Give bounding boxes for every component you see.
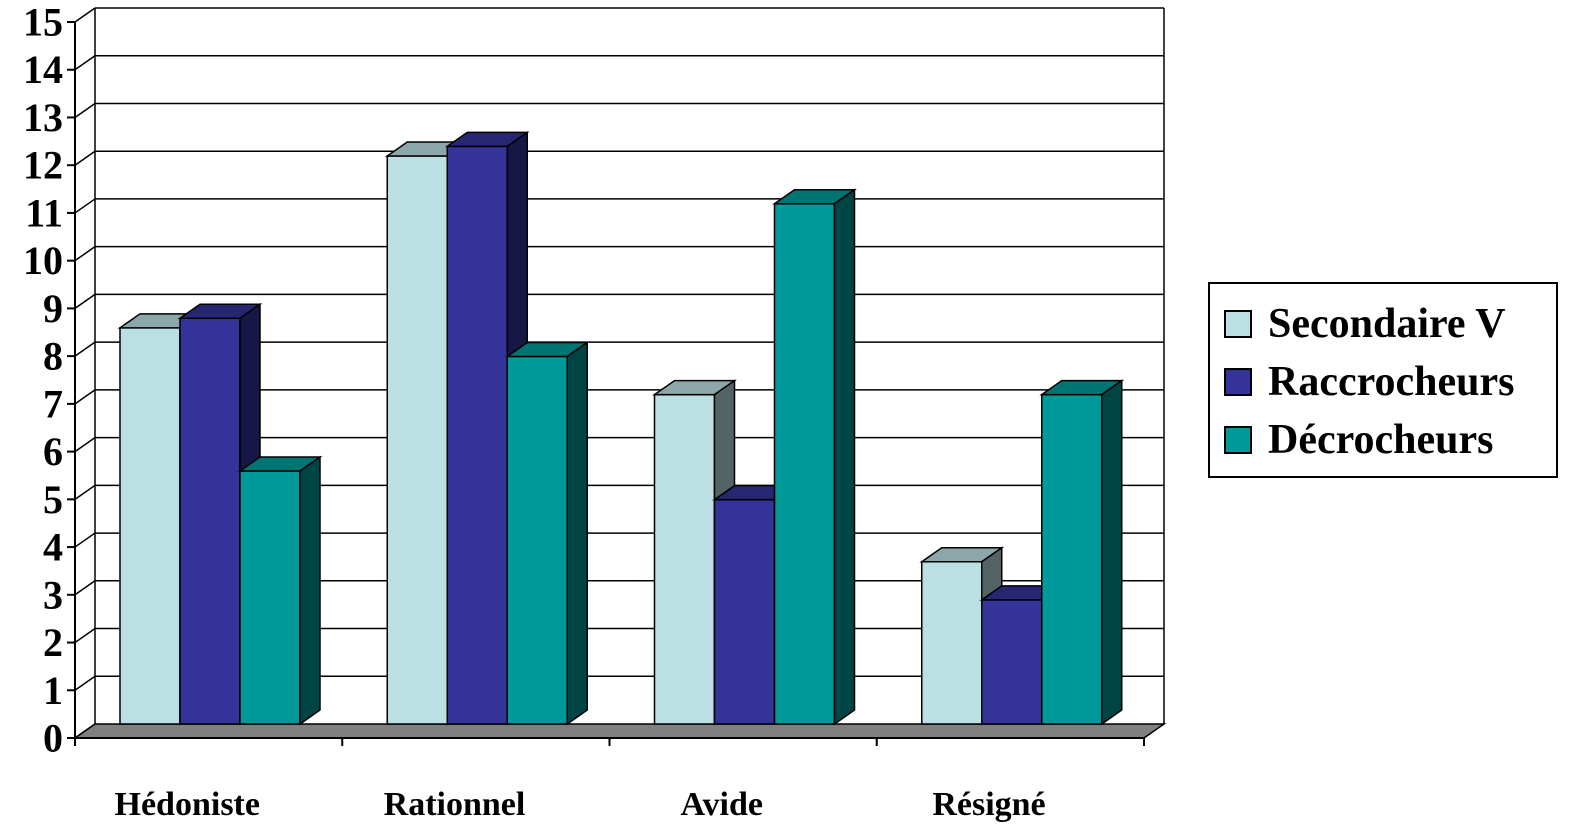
y-tick-label: 12	[23, 143, 63, 188]
gridline-side	[74, 436, 96, 453]
floor	[72, 723, 1167, 739]
y-tick-label: 1	[43, 668, 63, 713]
bar-side	[299, 455, 321, 726]
bar	[237, 455, 323, 726]
y-tick-label: 14	[23, 47, 63, 92]
bars	[117, 130, 1125, 726]
category-label: Hédoniste	[115, 786, 260, 823]
y-tick-label: 11	[25, 190, 63, 235]
legend: Secondaire V Raccrocheurs Décrocheurs	[1208, 282, 1558, 478]
bar	[1039, 379, 1125, 726]
y-tick-label: 8	[43, 334, 63, 379]
y-tick-label: 4	[43, 525, 63, 570]
y-tick-label: 13	[23, 95, 63, 140]
legend-item-raccrocheurs: Raccrocheurs	[1224, 356, 1514, 408]
bar-side	[1101, 379, 1123, 726]
legend-swatch	[1224, 368, 1252, 396]
bar-front	[506, 355, 568, 725]
legend-label: Raccrocheurs	[1268, 359, 1515, 405]
category-label: Rationnel	[384, 786, 526, 823]
y-tick-label: 6	[43, 429, 63, 474]
legend-item-decrocheurs: Décrocheurs	[1224, 414, 1493, 466]
category-labels: Hédoniste Rationnel Avide Résigné	[115, 786, 1046, 823]
legend-swatch	[1224, 310, 1252, 338]
bar-front	[773, 202, 836, 725]
y-tick-label: 10	[23, 238, 63, 283]
gridline-side	[74, 389, 96, 405]
bar-front	[386, 155, 448, 725]
y-tick-label: 0	[43, 716, 63, 761]
y-tick-label: 2	[43, 620, 63, 665]
gridline-side	[74, 246, 96, 262]
axes	[67, 21, 1145, 746]
y-tick-label: 7	[43, 381, 63, 426]
gridline-side	[74, 7, 96, 23]
gridline-side	[74, 341, 96, 357]
gridline-side	[74, 627, 96, 644]
bar-front	[239, 470, 301, 725]
y-tick-label: 9	[43, 286, 63, 331]
bar-front	[179, 317, 241, 725]
gridline-side	[74, 102, 96, 119]
bar-side	[833, 188, 856, 726]
gridline-side	[74, 293, 96, 310]
gridline-side	[74, 580, 96, 596]
gridline-side	[74, 198, 96, 214]
bar	[504, 341, 590, 726]
legend-label: Secondaire V	[1268, 301, 1506, 347]
bar-front	[446, 145, 508, 725]
bar-side	[566, 341, 588, 726]
gridline-side	[74, 532, 96, 548]
category-label: Résigné	[932, 786, 1045, 823]
bar-front	[1041, 393, 1103, 725]
bar-front	[981, 599, 1043, 725]
category-label: Avide	[681, 786, 763, 823]
gridline-side	[74, 55, 96, 71]
gridline-side	[74, 675, 96, 691]
legend-item-secondaire-v: Secondaire V	[1224, 298, 1506, 350]
legend-swatch	[1224, 426, 1252, 454]
bar-front	[713, 498, 776, 725]
y-tick-label: 15	[23, 0, 63, 45]
y-tick-label: 3	[43, 572, 63, 617]
bar-front	[921, 560, 983, 725]
gridline-side	[74, 484, 96, 500]
bar-front	[653, 393, 716, 725]
bar	[177, 302, 263, 726]
bar-front	[119, 327, 181, 725]
y-tick-label: 5	[43, 477, 63, 522]
bar	[772, 188, 857, 726]
legend-label: Décrocheurs	[1268, 417, 1494, 463]
gridline-side	[74, 150, 96, 166]
